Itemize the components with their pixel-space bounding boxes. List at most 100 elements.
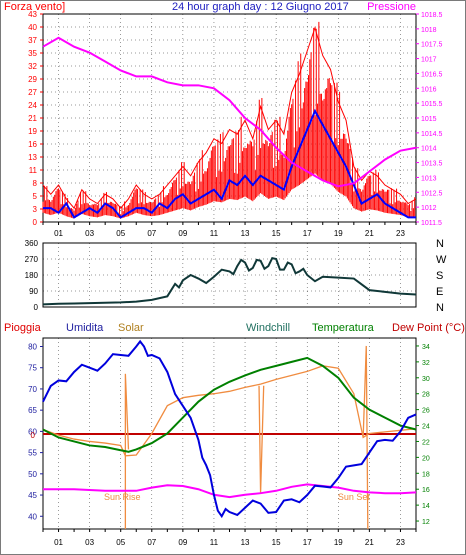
y-right-tick-label: 1018.5 bbox=[421, 12, 443, 19]
plot-area bbox=[42, 242, 417, 308]
sunrise-spike bbox=[124, 373, 130, 529]
wind-pressure-panel: 0358111316192124272932353740431011.51012… bbox=[28, 10, 442, 238]
y-tick-label: 50 bbox=[28, 470, 37, 479]
y-tick-label: 3 bbox=[33, 205, 38, 214]
y-right-tick-label: 1016 bbox=[421, 86, 437, 93]
x-tick-label: 07 bbox=[147, 229, 156, 238]
y-right-tick-label: 1017 bbox=[421, 57, 437, 64]
solar-label: Solar bbox=[118, 322, 144, 334]
humidity-label: Umidita bbox=[66, 322, 104, 334]
y-tick-label: 45 bbox=[28, 491, 37, 500]
y-right-tick-label: 24 bbox=[422, 424, 430, 431]
pressure-line bbox=[42, 36, 417, 188]
compass-label: N bbox=[436, 302, 444, 314]
temperature-line bbox=[42, 356, 417, 453]
y-right-tick-label: 1012.5 bbox=[421, 190, 443, 197]
x-tick-label: 13 bbox=[241, 229, 250, 238]
x-tick-label: 17 bbox=[303, 538, 312, 547]
y-tick-label: 5 bbox=[33, 192, 38, 201]
y-tick-label: 270 bbox=[25, 255, 39, 264]
y-tick-label: 13 bbox=[28, 153, 37, 162]
y-tick-label: 90 bbox=[29, 287, 38, 296]
y-tick-label: 75 bbox=[28, 364, 37, 373]
humidity-temperature-panel: 40 45 50 55 60 65 70 75 80 12 14 16 18 20 22 24 26 28 30 32… bbox=[28, 337, 430, 547]
y-tick-label: 55 bbox=[28, 449, 37, 458]
y-tick-label: 70 bbox=[28, 385, 37, 394]
y-tick-label: 40 bbox=[28, 23, 37, 32]
compass-label: N bbox=[436, 238, 444, 250]
y-tick-label: 27 bbox=[28, 88, 37, 97]
dewpoint-line bbox=[43, 483, 417, 499]
x-tick-label: 07 bbox=[147, 538, 156, 547]
compass-label: E bbox=[436, 286, 443, 298]
y-tick-label: 65 bbox=[28, 406, 37, 415]
y-tick-label: 360 bbox=[25, 239, 39, 248]
x-tick-label: 01 bbox=[54, 538, 63, 547]
sunset-spike bbox=[362, 345, 369, 530]
x-tick-label: 09 bbox=[178, 229, 187, 238]
x-tick-label: 13 bbox=[241, 538, 250, 547]
y-tick-label: 16 bbox=[28, 140, 37, 149]
x-tick-label: 15 bbox=[272, 229, 281, 238]
y-right-tick-label: 1013.5 bbox=[421, 161, 443, 168]
page-title: 24 hour graph day : 12 Giugno 2017 bbox=[172, 1, 349, 13]
y-right-tick-label: 34 bbox=[422, 344, 430, 351]
y-tick-label: 37 bbox=[28, 36, 37, 45]
y-right-tick-label: 1016.5 bbox=[421, 71, 443, 78]
y-tick-label: 21 bbox=[28, 114, 37, 123]
x-tick-label: 21 bbox=[365, 538, 374, 547]
y-right-tick-label: 20 bbox=[422, 455, 430, 462]
solar-line bbox=[42, 365, 417, 457]
x-tick-label: 19 bbox=[334, 229, 343, 238]
x-tick-label: 15 bbox=[272, 538, 281, 547]
y-tick-label: 180 bbox=[25, 271, 39, 280]
y-tick-label: 11 bbox=[29, 166, 38, 175]
y-right-tick-label: 1013 bbox=[421, 175, 437, 182]
y-right-tick-label: 28 bbox=[422, 392, 430, 399]
y-tick-label: 32 bbox=[28, 62, 37, 71]
x-tick-label: 23 bbox=[396, 229, 405, 238]
y-right-tick-label: 1015 bbox=[421, 116, 437, 123]
y-right-tick-label: 12 bbox=[422, 519, 430, 526]
y-right-tick-label: 14 bbox=[422, 503, 430, 510]
y-right-tick-label: 30 bbox=[422, 376, 430, 383]
x-tick-label: 05 bbox=[116, 538, 125, 547]
y-tick-label: 24 bbox=[28, 101, 37, 110]
x-tick-label: 03 bbox=[85, 229, 94, 238]
compass-label: W bbox=[436, 254, 447, 266]
x-tick-label: 05 bbox=[116, 229, 125, 238]
y-right-tick-label: 1014 bbox=[421, 146, 437, 153]
y-right-tick-label: 1017.5 bbox=[421, 42, 443, 49]
wind-gust-line bbox=[42, 26, 417, 210]
y-right-tick-label: 1012 bbox=[421, 205, 437, 212]
y-right-tick-label: 1014.5 bbox=[421, 131, 443, 138]
x-tick-label: 11 bbox=[210, 229, 219, 238]
wind-direction-line bbox=[42, 256, 417, 306]
x-tick-label: 23 bbox=[396, 538, 405, 547]
y-tick-label: 8 bbox=[33, 179, 38, 188]
y-right-tick-label: 1018 bbox=[421, 27, 437, 34]
sunset-label: Sun Set bbox=[338, 492, 371, 502]
x-tick-label: 11 bbox=[210, 538, 219, 547]
y-right-tick-label: 1011.5 bbox=[421, 220, 442, 227]
y-right-tick-label: 26 bbox=[422, 408, 430, 415]
y-tick-label: 80 bbox=[28, 342, 37, 351]
compass-label: S bbox=[436, 270, 443, 282]
y-tick-label: 60 bbox=[28, 427, 37, 436]
x-tick-label: 19 bbox=[334, 538, 343, 547]
y-right-tick-label: 1015.5 bbox=[421, 101, 443, 108]
pressure-label: Pressione bbox=[367, 1, 416, 13]
rain-label: Pioggia bbox=[4, 322, 42, 334]
dewpoint-label: Dew Point (°C) bbox=[392, 322, 465, 334]
y-tick-label: 43 bbox=[28, 10, 37, 19]
wind-average-line bbox=[43, 108, 416, 219]
y-right-tick-label: 16 bbox=[422, 487, 430, 494]
y-right-tick-label: 18 bbox=[422, 471, 430, 478]
y-tick-label: 40 bbox=[28, 512, 37, 521]
y-tick-label: 35 bbox=[28, 49, 37, 58]
wind-speed-label: Forza vento] bbox=[4, 1, 65, 13]
windchill-label: Windchill bbox=[246, 322, 290, 334]
temperature-label: Temperatura bbox=[312, 322, 375, 334]
y-right-tick-label: 22 bbox=[422, 439, 430, 446]
